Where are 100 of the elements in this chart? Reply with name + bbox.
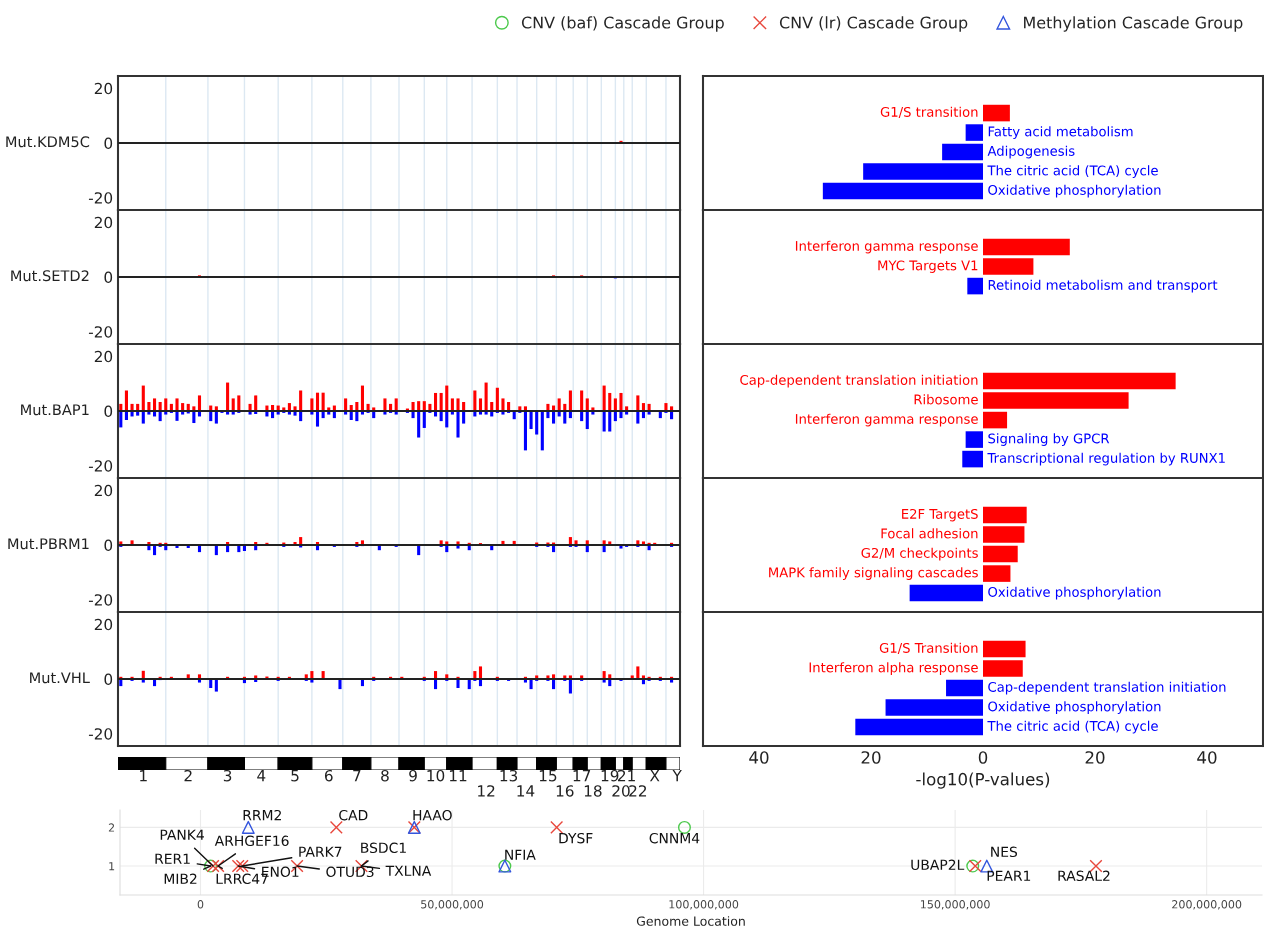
x-axis-title: Genome Location (636, 916, 745, 926)
annotation: PEAR1 (987, 870, 1031, 881)
x-tick-label: 3 (223, 769, 232, 782)
annotation: UBAP2L (911, 859, 965, 871)
annotation: RRM2 (243, 809, 281, 821)
x-tick-label: 0 (978, 751, 988, 764)
x-tick-label: 22 (629, 785, 647, 797)
annotation: PARK7 (299, 846, 342, 857)
y-tick-label: 20 (94, 216, 113, 229)
x-tick-label: 8 (381, 769, 389, 782)
x-tick-label: 40 (749, 751, 769, 764)
x-tick-label: 10 (427, 769, 445, 782)
y-tick-label: 0 (104, 271, 113, 284)
y-tick-label: Ribosome (914, 394, 978, 405)
y-tick-label: Adipogenesis (987, 145, 1075, 159)
x-tick-label: 18 (584, 785, 602, 797)
y-tick-label: 0 (104, 673, 113, 686)
x-tick-label: 0 (197, 900, 204, 909)
annotation: CAD (339, 809, 368, 821)
x-tick-label: X (649, 770, 660, 782)
y-tick-label: Transcriptional regulation by RUNX1 (987, 452, 1225, 466)
annotation: RER1 (155, 853, 190, 864)
y-tick-label: Interferon gamma response (795, 240, 978, 254)
y-tick-label: Cap-dependent translation initiation (740, 374, 978, 388)
legend-label: Methylation Cascade Group (1024, 16, 1243, 32)
annotation: PANK4 (160, 829, 204, 840)
y-tick-label: E2F TargetS (902, 508, 978, 522)
y-tick-label: -20 (88, 326, 113, 338)
legend-label: CNV (baf) Cascade Group (521, 16, 724, 32)
x-tick-label: 40 (1197, 751, 1217, 764)
y-tick-label: G1/S transition (880, 106, 978, 118)
x-tick-label: 1 (140, 770, 147, 782)
y-tick-label: -20 (88, 192, 113, 204)
y-tick-label: Oxidative phosphorylation (988, 701, 1161, 714)
x-tick-label: 4 (257, 770, 266, 782)
y-tick-label: Oxidative phosphorylation (988, 586, 1161, 600)
annotation: TXLNA (385, 865, 432, 876)
y-tick-label: G2/M checkpoints (861, 547, 978, 561)
y-tick-label: 20 (94, 618, 113, 631)
y-tick-label: G1/S Transition (879, 642, 978, 654)
annotation: ARHGEF16 (214, 835, 289, 847)
y-tick-label: 20 (94, 350, 113, 363)
x-tick-label: 17 (573, 770, 591, 782)
y-tick-label: -20 (88, 594, 113, 606)
y-tick-label: 0 (104, 539, 113, 552)
y-axis-title: Mut.KDM5C (6, 136, 90, 148)
y-tick-label: -20 (88, 728, 113, 740)
x-tick-label: 7 (353, 770, 361, 782)
x-tick-label: 21 (618, 769, 635, 782)
x-axis-title: -log10(P-values) (916, 772, 1050, 789)
annotation: BSDC1 (361, 842, 406, 854)
y-tick-label: 2 (108, 823, 115, 832)
y-tick-label: Retinoid metabolism and transport (988, 279, 1218, 293)
x-tick-label: 150,000,000 (921, 900, 990, 910)
x-tick-label: 12 (478, 785, 495, 797)
y-tick-label: Signaling by GPCR (988, 433, 1110, 446)
x-tick-label: Y (672, 770, 682, 782)
annotation: CNNM4 (649, 832, 700, 844)
y-tick-label: MAPK family signaling cascades (769, 567, 978, 580)
x-tick-label: 2 (184, 769, 192, 782)
annotation: RASAL2 (1058, 870, 1110, 882)
legend-label: CNV (lr) Cascade Group (779, 16, 968, 32)
annotation: OTUD3 (326, 866, 374, 878)
y-axis-title: Mut.BAP1 (21, 404, 89, 416)
x-tick-label: 200,000,000 (1172, 900, 1242, 910)
x-tick-label: 6 (324, 769, 333, 782)
x-tick-label: 11 (449, 770, 467, 782)
annotation: HAAO (413, 809, 452, 821)
y-tick-label: Cap-dependent translation initiation (988, 681, 1226, 695)
y-tick-label: -20 (88, 460, 113, 472)
annotation: DYSF (559, 832, 593, 844)
y-tick-label: 0 (104, 137, 113, 150)
y-tick-label: Oxidative phosphorylation (988, 184, 1161, 198)
y-tick-label: Fatty acid metabolism (988, 126, 1133, 139)
annotation: NES (991, 846, 1018, 858)
y-axis-title: Mut.SETD2 (11, 270, 89, 282)
x-tick-label: 13 (500, 769, 518, 782)
x-tick-label: 50,000,000 (421, 900, 484, 910)
x-tick-label: 5 (291, 770, 299, 782)
y-tick-label: 20 (94, 82, 113, 95)
y-tick-label: MYC Targets V1 (878, 260, 978, 273)
x-tick-label: 20 (1085, 751, 1105, 764)
x-tick-label: 19 (601, 769, 619, 782)
y-tick-label: The citric acid (TCA) cycle (987, 720, 1158, 734)
x-tick-label: 9 (409, 769, 417, 782)
annotation: NFIA (505, 849, 536, 860)
annotation: MIB2 (164, 873, 197, 884)
x-tick-label: 20 (612, 785, 630, 797)
y-tick-label: 0 (104, 405, 113, 418)
y-tick-label: Interferon alpha response (809, 662, 978, 675)
y-axis-title: Mut.VHL (30, 672, 90, 684)
x-tick-label: 14 (517, 785, 535, 797)
y-tick-label: Interferon gamma response (795, 413, 978, 427)
x-tick-label: 16 (556, 785, 574, 797)
y-tick-label: 20 (94, 484, 113, 497)
x-tick-label: 100,000,000 (669, 900, 739, 910)
y-tick-label: Focal adhesion (881, 528, 978, 539)
x-tick-label: 15 (539, 770, 557, 782)
y-axis-title: Mut.PBRM1 (8, 538, 89, 550)
y-tick-label: The citric acid (TCA) cycle (987, 165, 1158, 178)
